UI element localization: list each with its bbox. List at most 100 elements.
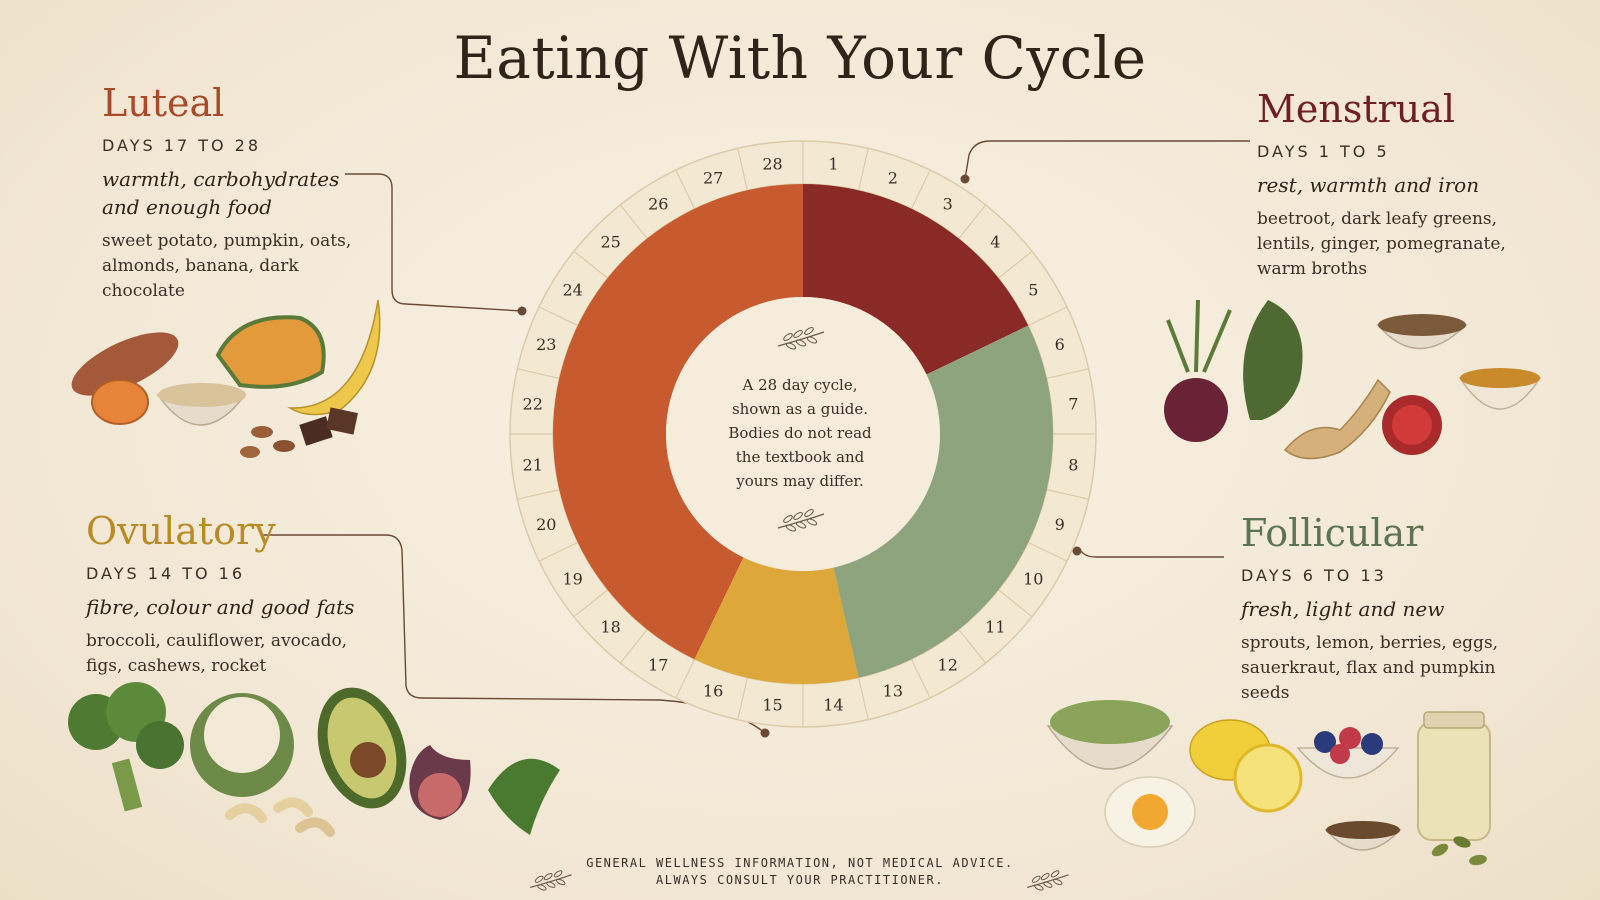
- phase-name: Luteal: [102, 81, 225, 125]
- day-tick: [675, 169, 696, 210]
- day-tick: [737, 677, 748, 720]
- day-tick: [619, 629, 648, 664]
- day-tick: [619, 204, 648, 239]
- day-label: 11: [985, 617, 1005, 636]
- day-label: 6: [1055, 335, 1065, 354]
- day-tick: [910, 169, 931, 210]
- segment-follicular: [833, 325, 1053, 678]
- day-label: 10: [1023, 570, 1043, 589]
- phase-follicular: Follicular DAYS 6 TO 13 fresh, light and…: [1241, 514, 1501, 706]
- broth-cup-icon: [1458, 368, 1542, 410]
- wheel-center: [666, 297, 940, 571]
- phase-menstrual: Menstrual DAYS 1 TO 5 rest, warmth and i…: [1257, 90, 1517, 282]
- day-label: 7: [1068, 395, 1078, 414]
- day-label: 9: [1055, 515, 1065, 534]
- sprig-icon: [777, 327, 825, 350]
- day-label: 15: [762, 695, 782, 714]
- oats-bowl-icon: [156, 383, 247, 426]
- day-label: 8: [1068, 455, 1078, 474]
- banana-icon: [287, 299, 381, 416]
- day-label: 22: [523, 395, 543, 414]
- flax-seeds-icon: [1324, 821, 1402, 851]
- day-tick: [958, 629, 987, 664]
- egg-icon: [1104, 776, 1196, 848]
- disclaimer-line: ALWAYS CONSULT YOUR PRACTITIONER.: [656, 873, 944, 887]
- segment-menstrual: [803, 184, 1029, 375]
- phase-name: Ovulatory: [86, 509, 276, 553]
- day-label: 2: [888, 168, 898, 187]
- cashews-icon: [225, 797, 335, 837]
- day-label: 21: [523, 455, 543, 474]
- phase-ovulatory: Ovulatory DAYS 14 TO 16 fibre, colour an…: [86, 512, 366, 679]
- broccoli-icon: [68, 682, 184, 812]
- phase-days: DAYS 1 TO 5: [1257, 142, 1390, 161]
- day-label: 27: [703, 168, 723, 187]
- sauerkraut-jar-icon: [1417, 711, 1491, 841]
- avocado-icon: [317, 687, 407, 809]
- phase-theme: fibre, colour and good fats: [86, 595, 355, 619]
- kale-icon: [1243, 300, 1303, 420]
- day-label: 14: [823, 695, 843, 714]
- day-label: 19: [563, 570, 583, 589]
- connector-dot: [760, 728, 770, 738]
- day-label: 25: [600, 233, 620, 252]
- connector-follicular: [1076, 550, 1224, 558]
- day-tick: [573, 250, 608, 279]
- day-tick: [858, 677, 869, 720]
- day-label: 18: [600, 617, 620, 636]
- sprouts-bowl-icon: [1046, 700, 1174, 770]
- day-label: 23: [536, 335, 556, 354]
- phase-theme: fresh, light and new: [1241, 597, 1445, 621]
- day-tick: [1046, 368, 1089, 379]
- day-tick: [675, 658, 696, 699]
- day-label: 5: [1028, 280, 1038, 299]
- beetroot-icon: [1164, 299, 1232, 442]
- sprig-icon: [530, 870, 572, 891]
- pumpkin-icon: [215, 315, 326, 389]
- ginger-icon: [1283, 378, 1391, 460]
- phase-days: DAYS 14 TO 16: [86, 564, 246, 583]
- dark-chocolate-icon: [299, 407, 358, 446]
- page-title: Eating With Your Cycle: [453, 24, 1147, 92]
- phase-foods: sprouts, lemon, berries, eggs, sauerkrau…: [1241, 633, 1499, 703]
- day-label: 4: [990, 233, 1000, 252]
- day-tick: [1046, 489, 1089, 500]
- day-label: 26: [648, 195, 668, 214]
- day-tick: [1027, 541, 1068, 562]
- day-tick: [1027, 306, 1068, 327]
- day-label: 24: [563, 280, 583, 299]
- day-tick: [958, 204, 987, 239]
- phase-theme: rest, warmth and iron: [1257, 173, 1480, 197]
- pomegranate-icon: [1382, 395, 1442, 455]
- day-label: 20: [536, 515, 556, 534]
- day-tick: [538, 306, 579, 327]
- disclaimer-line: GENERAL WELLNESS INFORMATION, NOT MEDICA…: [586, 856, 1014, 870]
- cauliflower-icon: [190, 693, 294, 797]
- connector-menstrual: [964, 140, 1250, 180]
- almonds-icon: [240, 426, 295, 458]
- sprig-icon: [1027, 870, 1069, 891]
- segment-ovulatory: [694, 557, 859, 685]
- day-tick: [998, 250, 1033, 279]
- day-tick: [538, 541, 579, 562]
- connector-luteal: [345, 173, 523, 312]
- day-label: 16: [703, 682, 723, 701]
- lentils-bowl-icon: [1376, 314, 1468, 350]
- phase-foods: sweet potato, pumpkin, oats, almonds, ba…: [102, 231, 352, 301]
- day-label: 3: [943, 195, 953, 214]
- day-tick: [910, 658, 931, 699]
- day-tick: [517, 368, 560, 379]
- berries-bowl-icon: [1296, 727, 1400, 779]
- connector-dot: [1072, 546, 1082, 556]
- lemon-icon: [1189, 719, 1303, 813]
- day-label: 17: [648, 655, 668, 674]
- phase-luteal: Luteal DAYS 17 TO 28 warmth, carbohydrat…: [102, 84, 352, 304]
- fig-icon: [409, 745, 471, 820]
- phase-days: DAYS 6 TO 13: [1241, 566, 1387, 585]
- phase-days: DAYS 17 TO 28: [102, 136, 262, 155]
- disclaimer: GENERAL WELLNESS INFORMATION, NOT MEDICA…: [0, 855, 1600, 889]
- day-tick: [858, 148, 869, 191]
- day-label: 1: [828, 155, 838, 174]
- connector-dot: [960, 174, 970, 184]
